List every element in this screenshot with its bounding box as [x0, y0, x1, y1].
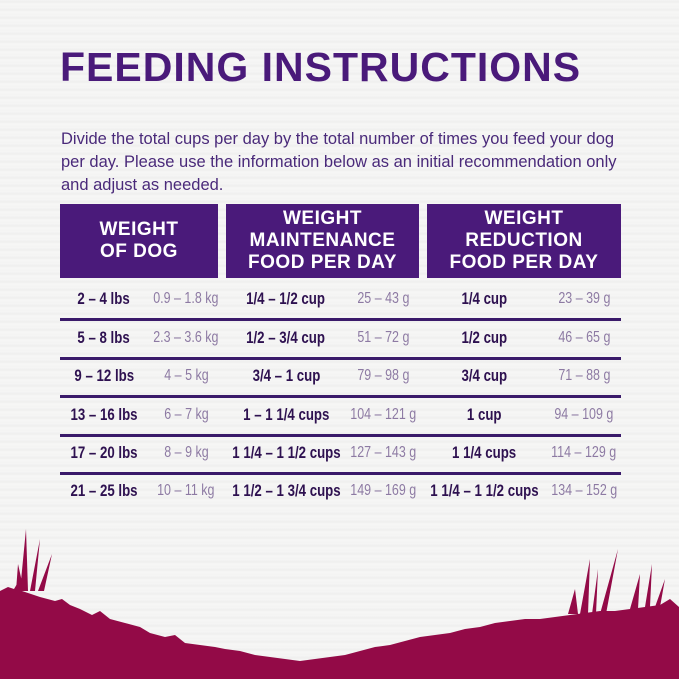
- reduction-cups: 1 1/4 – 1 1/2 cups: [424, 472, 544, 510]
- maintenance-grams-text: 127 – 143 g: [350, 444, 416, 461]
- maintenance-cups: 1 – 1 1/4 cups: [226, 396, 346, 434]
- maintenance-grams-text: 104 – 121 g: [350, 406, 416, 423]
- weight-kg: 0.9 – 1.8 kg: [146, 280, 226, 318]
- table-row: 9 – 12 lbs 4 – 5 kg 3/4 – 1 cup 79 – 98 g 3/…: [60, 357, 621, 398]
- weight-lbs-text: 13 – 16 lbs: [70, 405, 138, 424]
- reduction-grams: 134 – 152 g: [544, 472, 624, 510]
- header-weight-of-dog: WEIGHT OF DOG: [60, 204, 218, 278]
- weight-lbs: 5 – 8 lbs: [60, 319, 148, 357]
- reduction-cups: 1 cup: [424, 396, 544, 434]
- reduction-grams-text: 134 – 152 g: [551, 482, 617, 499]
- header-label: WEIGHT OF DOG: [99, 219, 179, 262]
- reduction-cups-text: 3/4 cup: [461, 366, 507, 385]
- reduction-grams: 94 – 109 g: [544, 396, 624, 434]
- maintenance-grams-text: 79 – 98 g: [356, 367, 410, 384]
- header-reduction: WEIGHT REDUCTION FOOD PER DAY: [427, 204, 621, 278]
- maintenance-grams: 127 – 143 g: [344, 434, 422, 472]
- table-row: 17 – 20 lbs 8 – 9 kg 1 1/4 – 1 1/2 cups 127…: [60, 434, 621, 475]
- reduction-cups: 1/4 cup: [424, 280, 544, 318]
- reduction-cups: 1/2 cup: [424, 319, 544, 357]
- reduction-cups: 3/4 cup: [424, 357, 544, 395]
- table-row: 21 – 25 lbs 10 – 11 kg 1 1/2 – 1 3/4 cups 1…: [60, 472, 621, 510]
- reduction-grams: 71 – 88 g: [544, 357, 624, 395]
- reduction-grams-text: 71 – 88 g: [557, 367, 611, 384]
- reduction-grams-text: 46 – 65 g: [557, 329, 611, 346]
- maintenance-cups-text: 1/2 – 3/4 cup: [246, 328, 326, 347]
- reduction-cups-text: 1/4 cup: [461, 289, 507, 308]
- reduction-grams-text: 94 – 109 g: [554, 406, 614, 423]
- intro-text: Divide the total cups per day by the tot…: [61, 130, 617, 194]
- table-row: 13 – 16 lbs 6 – 7 kg 1 – 1 1/4 cups 104 – 1…: [60, 396, 621, 437]
- weight-kg: 6 – 7 kg: [146, 396, 226, 434]
- maintenance-grams: 25 – 43 g: [344, 280, 422, 318]
- weight-lbs-text: 9 – 12 lbs: [74, 366, 134, 385]
- header-maintenance: WEIGHT MAINTENANCE FOOD PER DAY: [226, 204, 419, 278]
- weight-lbs: 9 – 12 lbs: [60, 357, 148, 395]
- weight-kg-text: 8 – 9 kg: [163, 444, 209, 461]
- maintenance-grams: 149 – 169 g: [344, 472, 422, 510]
- maintenance-cups-text: 1 – 1 1/4 cups: [242, 405, 330, 424]
- weight-lbs-text: 5 – 8 lbs: [77, 328, 131, 347]
- reduction-cups: 1 1/4 cups: [424, 434, 544, 472]
- header-label: WEIGHT MAINTENANCE FOOD PER DAY: [248, 208, 397, 273]
- maintenance-cups: 1/2 – 3/4 cup: [226, 319, 346, 357]
- weight-lbs-text: 21 – 25 lbs: [70, 481, 138, 500]
- maintenance-cups: 1 1/4 – 1 1/2 cups: [226, 434, 346, 472]
- maintenance-cups: 1 1/2 – 1 3/4 cups: [226, 472, 346, 510]
- weight-lbs: 13 – 16 lbs: [60, 396, 148, 434]
- maintenance-cups-text: 1 1/2 – 1 3/4 cups: [231, 481, 341, 500]
- weight-lbs: 17 – 20 lbs: [60, 434, 148, 472]
- reduction-cups-text: 1 1/4 – 1 1/2 cups: [429, 481, 539, 500]
- table-row: 5 – 8 lbs 2.3 – 3.6 kg 1/2 – 3/4 cup 51 – 7…: [60, 319, 621, 360]
- weight-kg-text: 2.3 – 3.6 kg: [153, 329, 219, 346]
- maintenance-cups-text: 3/4 – 1 cup: [252, 366, 320, 385]
- weight-lbs: 2 – 4 lbs: [60, 280, 148, 318]
- weight-kg: 2.3 – 3.6 kg: [146, 319, 226, 357]
- weight-kg: 4 – 5 kg: [146, 357, 226, 395]
- reduction-grams: 23 – 39 g: [544, 280, 624, 318]
- maintenance-cups-text: 1/4 – 1/2 cup: [246, 289, 326, 308]
- maintenance-grams-text: 25 – 43 g: [356, 290, 410, 307]
- reduction-grams-text: 23 – 39 g: [557, 290, 611, 307]
- reduction-grams: 46 – 65 g: [544, 319, 624, 357]
- weight-lbs-text: 2 – 4 lbs: [77, 289, 131, 308]
- maintenance-grams: 104 – 121 g: [344, 396, 422, 434]
- weight-kg-text: 6 – 7 kg: [163, 406, 209, 423]
- weight-kg-text: 10 – 11 kg: [157, 482, 215, 499]
- maintenance-grams: 79 – 98 g: [344, 357, 422, 395]
- weight-kg-text: 0.9 – 1.8 kg: [153, 290, 219, 307]
- maintenance-grams: 51 – 72 g: [344, 319, 422, 357]
- maintenance-cups: 3/4 – 1 cup: [226, 357, 346, 395]
- reduction-grams-text: 114 – 129 g: [551, 444, 617, 461]
- weight-kg: 8 – 9 kg: [146, 434, 226, 472]
- table-row: 2 – 4 lbs 0.9 – 1.8 kg 1/4 – 1/2 cup 25 – 4…: [60, 280, 621, 321]
- reduction-cups-text: 1 cup: [466, 405, 502, 424]
- weight-lbs-text: 17 – 20 lbs: [70, 443, 138, 462]
- maintenance-cups-text: 1 1/4 – 1 1/2 cups: [231, 443, 341, 462]
- header-label: WEIGHT REDUCTION FOOD PER DAY: [449, 208, 599, 273]
- weight-kg: 10 – 11 kg: [146, 472, 226, 510]
- maintenance-cups: 1/4 – 1/2 cup: [226, 280, 346, 318]
- weight-lbs: 21 – 25 lbs: [60, 472, 148, 510]
- page-title: FEEDING INSTRUCTIONS: [60, 44, 582, 90]
- reduction-grams: 114 – 129 g: [544, 434, 624, 472]
- maintenance-grams-text: 51 – 72 g: [356, 329, 410, 346]
- reduction-cups-text: 1 1/4 cups: [451, 443, 517, 462]
- grass-silhouette: [0, 529, 679, 679]
- weight-kg-text: 4 – 5 kg: [163, 367, 209, 384]
- maintenance-grams-text: 149 – 169 g: [350, 482, 416, 499]
- reduction-cups-text: 1/2 cup: [461, 328, 507, 347]
